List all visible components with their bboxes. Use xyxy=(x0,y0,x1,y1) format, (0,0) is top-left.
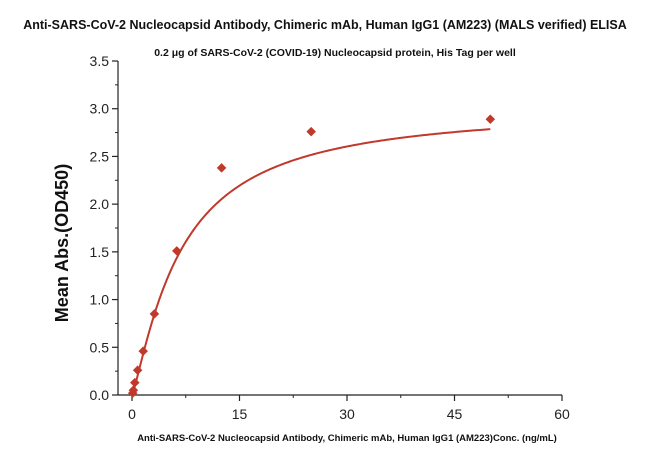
chart-title: Anti-SARS-CoV-2 Nucleocapsid Antibody, C… xyxy=(23,18,627,32)
y-tick-label: 2.5 xyxy=(90,148,110,164)
y-tick-label: 0.5 xyxy=(90,339,110,355)
y-tick-label: 0.0 xyxy=(90,387,110,403)
x-tick-label: 0 xyxy=(128,406,136,422)
y-axis-ticks: 0.0 0.5 1.0 1.5 2.0 2.5 3.0 3.5 xyxy=(90,53,118,403)
data-point xyxy=(216,163,227,173)
data-point xyxy=(306,126,317,137)
chart-subtitle: 0.2 μg of SARS-CoV-2 (COVID-19) Nucleoca… xyxy=(154,47,516,59)
x-tick-label: 30 xyxy=(339,406,355,422)
x-axis-label: Anti-SARS-CoV-2 Nucleocapsid Antibody, C… xyxy=(137,433,557,444)
axes xyxy=(117,61,562,396)
data-points xyxy=(127,114,496,398)
y-axis-label: Mean Abs.(OD450) xyxy=(52,164,72,322)
data-point xyxy=(171,246,182,256)
y-tick-label: 1.0 xyxy=(90,292,110,308)
x-tick-label: 15 xyxy=(232,406,248,422)
data-point xyxy=(138,346,149,356)
y-tick-label: 1.5 xyxy=(90,244,110,260)
data-point xyxy=(149,309,160,319)
data-point xyxy=(132,365,143,376)
x-tick-label: 60 xyxy=(554,406,570,422)
data-point xyxy=(129,377,140,388)
y-tick-label: 2.0 xyxy=(90,196,110,212)
y-tick-label: 3.0 xyxy=(90,101,110,117)
data-point xyxy=(128,385,139,396)
x-axis-ticks: 0 15 30 45 60 xyxy=(128,395,570,422)
data-point xyxy=(485,114,496,125)
y-tick-label: 3.5 xyxy=(90,53,110,69)
fit-curve xyxy=(131,128,491,394)
x-tick-label: 45 xyxy=(447,406,463,422)
